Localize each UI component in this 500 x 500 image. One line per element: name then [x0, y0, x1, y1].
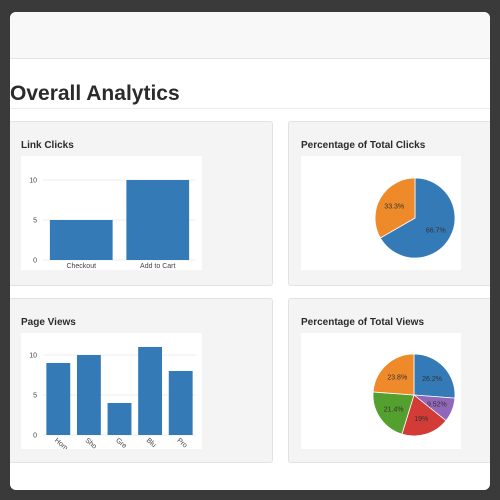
title-divider	[10, 108, 490, 109]
x-tick-label: Hom	[53, 437, 69, 449]
x-tick-label: Blu	[145, 437, 157, 449]
y-tick-label: 10	[29, 353, 37, 360]
slice-label: 9.52%	[427, 402, 447, 409]
pie-slice	[374, 177, 416, 239]
slice-label: 19%	[414, 416, 428, 423]
page-views-panel: Page Views 0 5 10 Hom Sho Gre Blu Pro	[10, 298, 273, 463]
app-window: Overall Analytics Link Clicks 0 5 10 Checko…	[10, 12, 490, 490]
bar	[168, 371, 193, 435]
slice-label: 33.3%	[384, 203, 404, 210]
page-views-title: Page Views	[21, 317, 76, 328]
page-views-chart: 0 5 10 Hom Sho Gre Blu Pro	[21, 333, 202, 449]
bar	[46, 363, 71, 435]
pct-clicks-panel: Percentage of Total Clicks 66.7% 33.3%	[288, 121, 490, 286]
y-tick-label: 10	[29, 178, 37, 185]
slice-label: 66.7%	[426, 228, 446, 235]
pct-clicks-title: Percentage of Total Clicks	[301, 140, 426, 151]
bar	[107, 403, 132, 435]
page-title: Overall Analytics	[10, 82, 180, 105]
link-clicks-title: Link Clicks	[21, 140, 74, 151]
y-tick-label: 0	[33, 433, 37, 440]
pie-slice	[401, 394, 447, 437]
x-tick-label: Sho	[84, 437, 98, 449]
top-navbar	[10, 12, 490, 59]
x-tick-label: Add to Cart	[140, 263, 175, 270]
y-tick-label: 5	[33, 218, 37, 225]
bar	[126, 180, 190, 260]
slice-label: 21.4%	[384, 406, 404, 413]
link-clicks-panel: Link Clicks 0 5 10 Checkout Add to Cart	[10, 121, 273, 286]
link-clicks-svg: 0 5 10 Checkout Add to Cart	[29, 178, 196, 270]
y-tick-label: 0	[33, 258, 37, 265]
pct-views-chart: 26.2% 9.52% 19% 21.4% 23.8%	[301, 333, 461, 449]
x-tick-label: Checkout	[66, 263, 96, 270]
pct-views-title: Percentage of Total Views	[301, 317, 425, 328]
x-tick-label: Gre	[114, 437, 128, 449]
pie-slice	[372, 391, 415, 435]
slice-label: 26.2%	[422, 376, 442, 383]
x-tick-label: Pro	[175, 437, 188, 449]
pie-slice	[379, 177, 456, 259]
pct-views-svg: 26.2% 9.52% 19% 21.4% 23.8%	[372, 353, 456, 437]
link-clicks-chart: 0 5 10 Checkout Add to Cart	[21, 156, 202, 270]
pie-slice	[413, 353, 456, 399]
y-tick-label: 5	[33, 393, 37, 400]
pct-clicks-chart: 66.7% 33.3%	[301, 156, 461, 270]
pct-views-panel: Percentage of Total Views 26.2% 9.52% 19% 2…	[288, 298, 490, 463]
page-views-svg: 0 5 10 Hom Sho Gre Blu Pro	[29, 347, 196, 449]
bar	[138, 347, 163, 435]
bar	[76, 355, 101, 435]
slice-label: 23.8%	[387, 374, 407, 381]
pie-slice	[372, 353, 415, 396]
bar	[49, 220, 113, 260]
pct-clicks-svg: 66.7% 33.3%	[374, 177, 456, 259]
